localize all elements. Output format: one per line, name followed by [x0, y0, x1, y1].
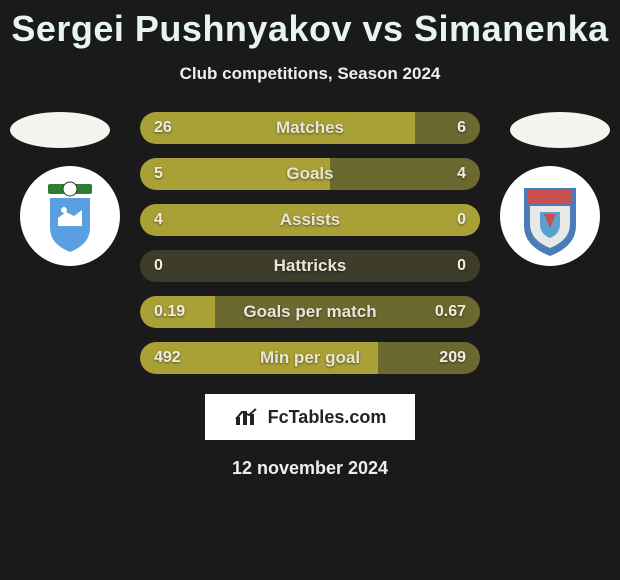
stat-label: Assists: [140, 204, 480, 236]
stat-label: Min per goal: [140, 342, 480, 374]
club-badge-right: [500, 166, 600, 266]
stat-row: 00Hattricks: [140, 250, 480, 282]
player-left-ellipse: [10, 112, 110, 148]
stat-label: Matches: [140, 112, 480, 144]
stat-row: 54Goals: [140, 158, 480, 190]
stat-label: Goals per match: [140, 296, 480, 328]
comparison-subtitle: Club competitions, Season 2024: [0, 64, 620, 84]
stat-label: Hattricks: [140, 250, 480, 282]
brand-badge: FcTables.com: [205, 394, 415, 440]
player-right-ellipse: [510, 112, 610, 148]
club-badge-left: [20, 166, 120, 266]
comparison-content: 266Matches 54Goals 40Assists 00Hattricks 0.1…: [0, 112, 620, 479]
club-badge-right-icon: [500, 166, 600, 266]
stats-list: 266Matches 54Goals 40Assists 00Hattricks 0.1…: [140, 112, 480, 374]
stat-row: 40Assists: [140, 204, 480, 236]
stat-label: Goals: [140, 158, 480, 190]
stat-row: 492209Min per goal: [140, 342, 480, 374]
brand-chart-icon: [234, 407, 262, 427]
stat-row: 0.190.67Goals per match: [140, 296, 480, 328]
comparison-title: Sergei Pushnyakov vs Simanenka: [0, 0, 620, 50]
comparison-date: 12 november 2024: [0, 458, 620, 479]
brand-text: FcTables.com: [268, 407, 387, 428]
stat-row: 266Matches: [140, 112, 480, 144]
club-badge-left-icon: [20, 166, 120, 266]
